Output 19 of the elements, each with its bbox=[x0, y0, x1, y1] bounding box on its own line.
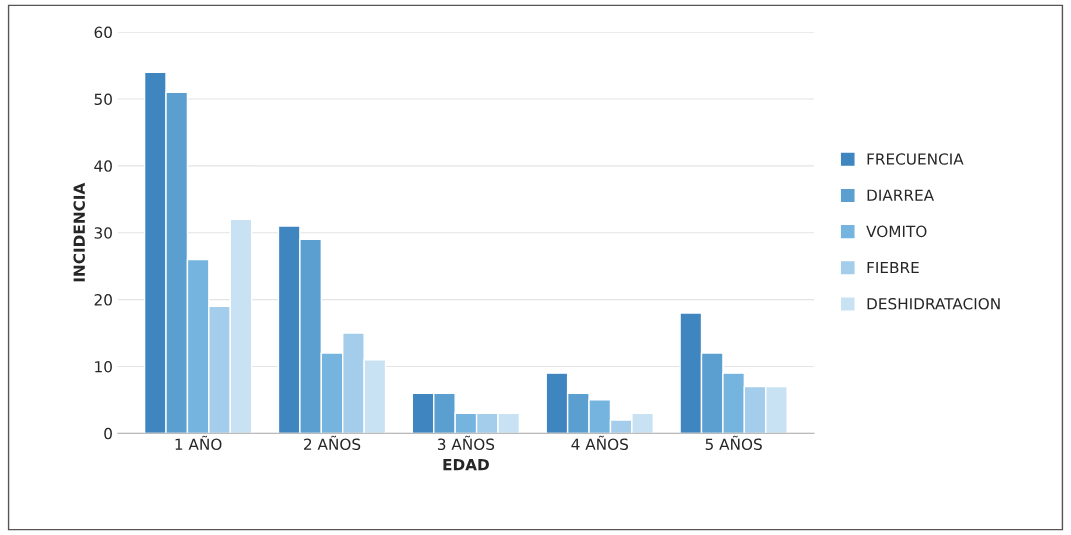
y-tick-label: 20 bbox=[94, 294, 112, 306]
legend-label: VOMITO bbox=[866, 225, 927, 238]
y-tick-label: 60 bbox=[94, 26, 112, 39]
y-tick-label: 10 bbox=[95, 360, 112, 373]
x-tick-label: 2 AÑOS bbox=[304, 435, 361, 451]
x-tick-label: 3 AÑOS bbox=[437, 435, 495, 451]
legend-label: FIEBRE bbox=[867, 261, 919, 274]
legend-label: DESHIDRATACION bbox=[867, 297, 1000, 310]
y-tick-label: 0 bbox=[104, 427, 112, 440]
y-axis-title: INCIDENCIA bbox=[73, 182, 85, 282]
legend-label: DIARREA bbox=[867, 189, 935, 201]
y-tick-label: 30 bbox=[94, 227, 112, 239]
y-tick-label: 40 bbox=[94, 160, 112, 172]
y-tick-label: 50 bbox=[94, 93, 112, 105]
x-tick-label: 1 AÑO bbox=[175, 435, 222, 451]
x-tick-label: 4 AÑOS bbox=[571, 435, 628, 451]
x-axis-title: EDAD bbox=[443, 459, 489, 471]
legend-label: FRECUENCIA bbox=[867, 153, 964, 165]
x-tick-label: 5 AÑOS bbox=[705, 435, 762, 451]
